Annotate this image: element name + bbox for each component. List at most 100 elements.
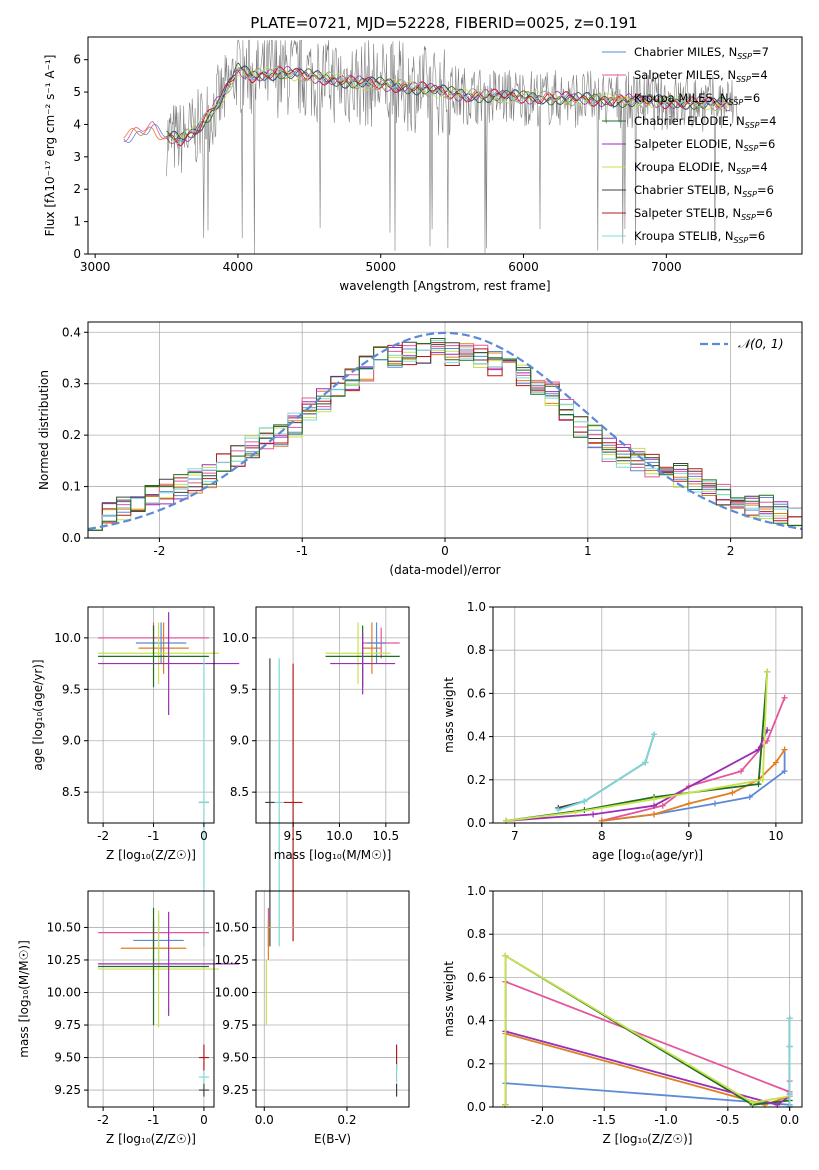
y-axis-label: Flux [fλ10⁻¹⁷ erg cm⁻² s⁻¹ A⁻¹] bbox=[43, 55, 57, 237]
y-tick-label: 9.75 bbox=[54, 1018, 81, 1032]
y-tick-label: 10.50 bbox=[215, 920, 249, 934]
x-tick-label: -2 bbox=[153, 544, 165, 558]
panel-3: 9.5 10.0 10.5 8.5 9.0 9.5 10.0 mass [log₁₀(M/M☉… bbox=[222, 606, 410, 947]
x-tick-label: 4000 bbox=[223, 260, 254, 274]
y-tick-label: 0.1 bbox=[62, 480, 81, 494]
series-marker bbox=[746, 794, 753, 801]
gaussian-curve bbox=[88, 331, 802, 531]
x-tick-label: 2 bbox=[727, 544, 735, 558]
y-tick-label: 9.5 bbox=[62, 682, 81, 696]
series-marker bbox=[502, 952, 509, 959]
y-tick-label: 10.0 bbox=[222, 631, 249, 645]
x-axis-label: mass [log₁₀(M/M☉)] bbox=[274, 848, 392, 862]
plot-content bbox=[265, 622, 400, 947]
y-tick-label: 0.0 bbox=[467, 1100, 486, 1114]
y-tick-label: 0.4 bbox=[62, 325, 81, 339]
series-marker bbox=[759, 776, 766, 783]
series-marker bbox=[772, 759, 779, 766]
panel-2: -2 -1 0 8.5 9.0 9.5 10.0 Z [log₁₀(Z/Z☉)] age [lo… bbox=[31, 606, 240, 947]
legend-entry: Kroupa ELODIE, NSSP=4 bbox=[634, 160, 768, 176]
legend-entry: 𝒩(0, 1) bbox=[738, 336, 784, 351]
y-tick-label: 8.5 bbox=[230, 785, 249, 799]
series-marker bbox=[729, 789, 736, 796]
legend-entry: Salpeter STELIB, NSSP=6 bbox=[634, 206, 773, 222]
plot-content: Chabrier MILES, NSSP=7 Salpeter MILES, NS… bbox=[123, 39, 776, 254]
observed-spectrum bbox=[166, 39, 738, 254]
y-tick-label: 10.25 bbox=[215, 953, 249, 967]
x-tick-label: 5000 bbox=[365, 260, 396, 274]
y-tick-label: 0.0 bbox=[467, 816, 486, 830]
legend-entry: Chabrier STELIB, NSSP=6 bbox=[634, 183, 774, 199]
y-tick-label: 9.25 bbox=[54, 1083, 81, 1097]
y-tick-label: 1.0 bbox=[467, 884, 486, 898]
y-tick-label: 0.8 bbox=[467, 927, 486, 941]
y-tick-label: 0.6 bbox=[467, 970, 486, 984]
series-marker bbox=[781, 746, 788, 753]
y-tick-label: 0.0 bbox=[62, 531, 81, 545]
series-marker bbox=[764, 668, 771, 675]
y-tick-label: 3 bbox=[73, 150, 81, 164]
x-axis-label: Z [log₁₀(Z/Z☉)] bbox=[603, 1132, 693, 1146]
y-tick-label: 10.00 bbox=[215, 985, 249, 999]
x-tick-label: -2.0 bbox=[531, 1113, 554, 1127]
y-axis-label: Normed distribution bbox=[37, 370, 51, 490]
y-axis-label: mass [log₁₀(M/M☉)] bbox=[17, 940, 31, 1058]
plot-content bbox=[503, 668, 788, 824]
x-axis-label: wavelength [Angstrom, rest frame] bbox=[339, 279, 550, 293]
series-marker bbox=[651, 796, 658, 803]
y-tick-label: 0.6 bbox=[467, 686, 486, 700]
series-marker bbox=[651, 811, 658, 818]
axes-frame bbox=[255, 890, 410, 1108]
legend-entry: Kroupa STELIB, NSSP=6 bbox=[634, 229, 765, 245]
y-tick-label: 9.0 bbox=[230, 734, 249, 748]
histogram-chabrier_elodie bbox=[88, 338, 802, 531]
y-tick-label: 9.50 bbox=[54, 1051, 81, 1065]
axes-frame bbox=[492, 890, 803, 1108]
panel-1: 𝒩(0, 1) -2 -1 0 1 2 0.0 0.1 0.2 0.3 0.4 (data-model… bbox=[37, 321, 803, 577]
hist-legend: 𝒩(0, 1) bbox=[700, 336, 784, 351]
y-tick-label: 4 bbox=[73, 117, 81, 131]
x-tick-label: 0.0 bbox=[255, 1113, 274, 1127]
plot-content bbox=[98, 612, 240, 947]
series-marker bbox=[738, 768, 745, 775]
series-marker bbox=[590, 811, 597, 818]
histogram-group bbox=[88, 331, 802, 531]
y-tick-label: 5 bbox=[73, 85, 81, 99]
x-axis-label: E(B-V) bbox=[314, 1132, 351, 1146]
series-marker bbox=[651, 731, 658, 738]
x-axis-label: (data-model)/error bbox=[389, 563, 500, 577]
series-line-salpeter_miles bbox=[601, 697, 786, 822]
x-tick-label: 8 bbox=[598, 829, 606, 843]
y-tick-label: 0.4 bbox=[467, 1014, 486, 1028]
axes-frame bbox=[87, 890, 215, 1108]
x-tick-label: 9 bbox=[685, 829, 693, 843]
series-line-chabrier_elodie bbox=[505, 671, 769, 822]
axes-frame bbox=[87, 606, 215, 824]
series-marker bbox=[755, 781, 762, 788]
y-axis-label: mass weight bbox=[442, 677, 456, 753]
x-tick-label: -1 bbox=[148, 829, 160, 843]
y-tick-label: 0 bbox=[73, 247, 81, 261]
series-marker bbox=[685, 800, 692, 807]
y-tick-label: 0.8 bbox=[467, 643, 486, 657]
series-line-kroupa_stelib bbox=[558, 734, 655, 811]
x-tick-label: -1.0 bbox=[654, 1113, 677, 1127]
series-marker bbox=[555, 807, 562, 814]
x-tick-label: 0.2 bbox=[337, 1113, 356, 1127]
plot-content bbox=[98, 907, 240, 1097]
y-tick-label: 9.25 bbox=[222, 1083, 249, 1097]
axes-frame bbox=[492, 606, 803, 824]
y-tick-label: 8.5 bbox=[62, 785, 81, 799]
x-tick-label: 9.5 bbox=[284, 829, 303, 843]
x-tick-label: 1 bbox=[584, 544, 592, 558]
x-tick-label: 10.5 bbox=[372, 829, 399, 843]
y-tick-label: 9.0 bbox=[62, 734, 81, 748]
x-tick-label: 0 bbox=[441, 544, 449, 558]
plot-content bbox=[265, 907, 398, 1097]
x-tick-label: 0 bbox=[200, 829, 208, 843]
x-tick-label: -1 bbox=[148, 1113, 160, 1127]
x-tick-label: 0 bbox=[200, 1113, 208, 1127]
panel-7: -2.0 -1.5 -1.0 -0.5 0.0 0.0 0.2 0.4 0.6 0.8 1.0 Z [… bbox=[442, 884, 803, 1146]
x-axis-label: age [log₁₀(age/yr)] bbox=[592, 848, 703, 862]
x-tick-label: 7 bbox=[511, 829, 519, 843]
